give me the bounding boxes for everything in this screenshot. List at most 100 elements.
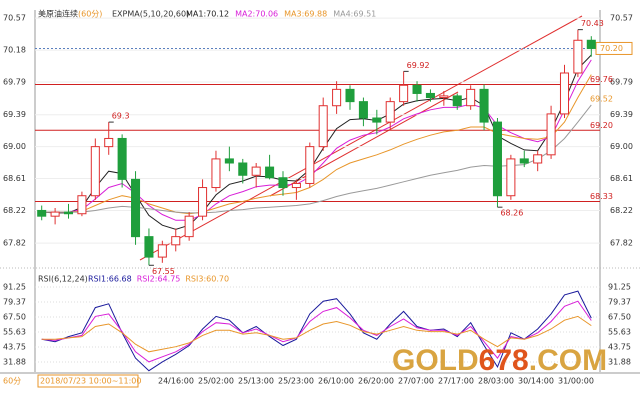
rsi-y-tick-label-right: 67.50 [608, 313, 631, 322]
y-tick-label-right: 69.39 [610, 110, 633, 119]
watermark-part: .COM [529, 344, 607, 377]
legend-entry: MA4:69.51 [333, 10, 376, 19]
indicator: EXPMA(5,10,20,60) [112, 10, 189, 19]
y-tick-label-right: 68.22 [610, 206, 633, 215]
x-tick-label: 25/02:00 [198, 377, 234, 386]
candle-body [559, 72, 570, 115]
x-tick-label: 30/14:00 [518, 377, 554, 386]
candle-body [586, 39, 596, 49]
x-tick-label: 24/16:00 [158, 377, 194, 386]
candle-body [278, 177, 288, 189]
watermark-part: GOLD [392, 344, 479, 377]
y-tick-label-right: 69.00 [610, 142, 633, 151]
candle-body [104, 137, 114, 148]
ma-label: 69.52 [590, 95, 613, 104]
candle-body [63, 211, 74, 215]
candle-body [265, 166, 275, 179]
x-tick-label: 28/03:00 [478, 377, 514, 386]
symbol: 美原油连续 [38, 9, 78, 19]
header: 美原油连续 (60分) EXPMA(5,10,20,60) [38, 9, 189, 19]
candle-body [546, 113, 556, 156]
x-tick-label: 31/00:00 [558, 377, 594, 386]
y-tick-label-right: 68.61 [610, 174, 633, 183]
y-tick-label-right: 69.79 [610, 78, 633, 87]
rsi-y-tick-label: 91.25 [3, 283, 26, 292]
y-tick-label: 68.61 [3, 174, 26, 183]
candle-body [305, 146, 315, 184]
y-tick-label: 69.79 [3, 78, 26, 87]
rsi-line [41, 300, 592, 363]
candle-body [184, 215, 194, 238]
legend-entry: MA2:70.06 [235, 10, 278, 19]
candle-body [399, 84, 409, 103]
rsi-legend-entry: RSI2:64.75 [137, 275, 181, 284]
candle-body [506, 158, 516, 197]
candle-body [251, 166, 261, 176]
candle-body [37, 209, 47, 217]
candle-body [131, 178, 141, 238]
annotation: 68.26 [500, 209, 523, 218]
rsi-y-tick-label-right: 31.88 [608, 358, 631, 367]
candle-body [198, 187, 208, 217]
level-label: 69.76 [590, 75, 613, 84]
annotation: 69.92 [407, 61, 430, 70]
candle-body [385, 101, 395, 123]
candle-body [90, 146, 100, 197]
rsi-y-tick-label-right: 43.75 [608, 343, 631, 352]
candle-body [452, 95, 462, 107]
rsi-line [41, 290, 592, 372]
x-tick-label: 25/13:00 [238, 377, 274, 386]
rsi-y-tick-label: 79.37 [3, 298, 26, 307]
rsi-y-tick-label-right: 91.25 [608, 283, 631, 292]
candle-body [479, 88, 489, 123]
candle-body [466, 88, 476, 107]
rsi-y-tick-label: 67.50 [3, 313, 26, 322]
candle-body [157, 244, 167, 258]
y-tick-label-right: 67.82 [610, 239, 633, 248]
last-price-box [595, 41, 633, 55]
rsi-title: RSI(6,12,24) [38, 275, 88, 284]
candle-body [77, 195, 87, 215]
level-label: 69.20 [590, 121, 613, 130]
y-tick-label-right: 70.57 [610, 14, 633, 23]
rsi-y-tick-label-right: 79.37 [608, 298, 631, 307]
watermark: GOLD678.COM [392, 344, 607, 377]
rsi-y-tick-label: 31.88 [3, 358, 26, 367]
legend-entry: MA1:70.12 [186, 10, 229, 19]
legend-entry: MA3:69.88 [284, 10, 327, 19]
y-tick-label: 70.18 [3, 46, 26, 55]
candle-body [117, 137, 127, 180]
x-tick-label: 27/07:00 [398, 377, 434, 386]
annotation: 69.3 [112, 112, 130, 121]
x-tick-label: 26/10:00 [318, 377, 354, 386]
trend-line [139, 15, 583, 261]
candle-body [345, 88, 355, 103]
level-label: 68.33 [590, 192, 613, 201]
y-tick-label: 68.22 [3, 206, 26, 215]
rsi-y-tick-label: 55.63 [3, 328, 26, 337]
y-tick-label: 69.39 [3, 110, 26, 119]
rsi-y-tick-label: 43.75 [3, 343, 26, 352]
candle-body [425, 92, 435, 99]
candle-body [372, 117, 382, 123]
candle-body [519, 158, 529, 164]
period-label: 60分 [3, 377, 21, 386]
candle-body [492, 121, 502, 197]
crosshair-box [37, 374, 139, 388]
x-tick-label: 27/17:00 [438, 377, 474, 386]
candle-body [412, 84, 422, 94]
rsi-line [41, 315, 592, 353]
annotation: 67.55 [152, 267, 175, 276]
period: (60分) [78, 10, 102, 19]
candle-body [224, 158, 234, 164]
rsi-legend-entry: RSI1:66.68 [88, 275, 132, 284]
candle-body [332, 88, 342, 107]
candle-body [238, 162, 248, 176]
x-tick-label: 26/20:00 [358, 377, 394, 386]
candle-body [439, 95, 449, 99]
candle-body [144, 236, 154, 258]
x-tick-label: 25/23:00 [278, 377, 314, 386]
rsi-y-tick-label-right: 55.63 [608, 328, 631, 337]
